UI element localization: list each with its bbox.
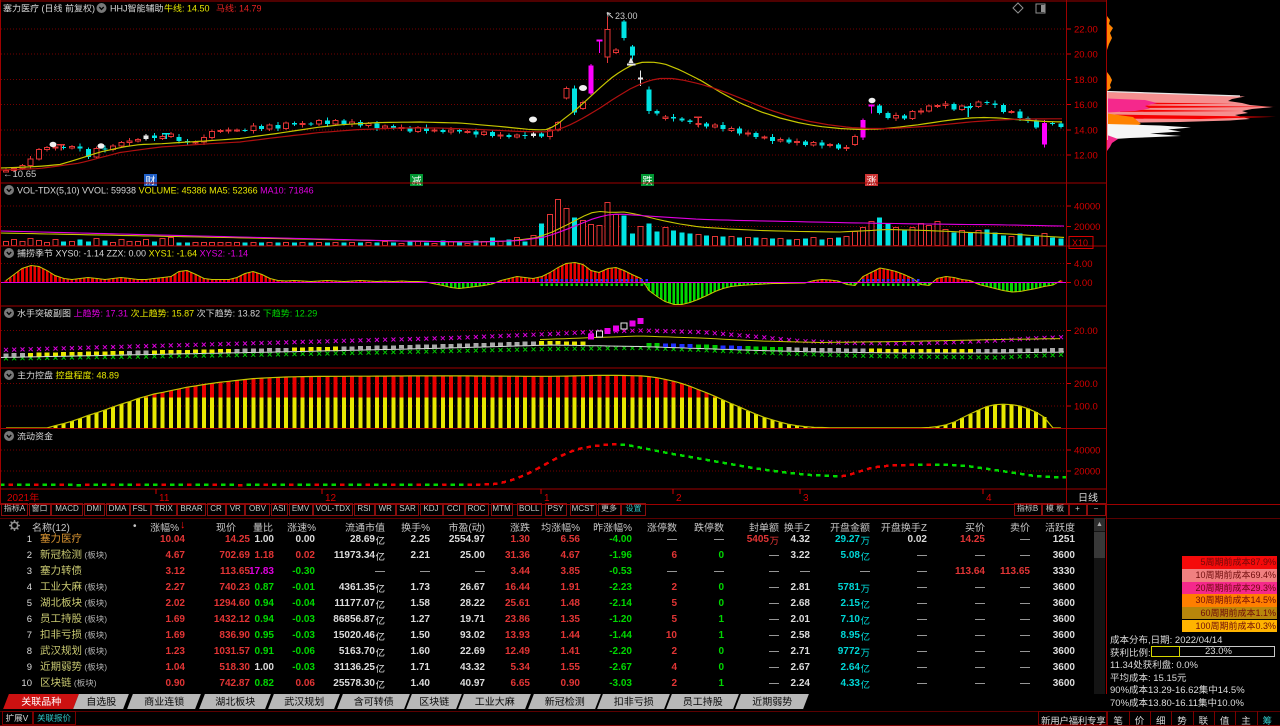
svg-text:←10.65: ←10.65 <box>3 169 36 180</box>
svg-text:12.00: 12.00 <box>1074 151 1098 162</box>
svg-text:财: 财 <box>146 172 156 187</box>
svg-text:X10: X10 <box>1072 238 1088 248</box>
svg-text:4: 4 <box>986 493 992 504</box>
svg-text:流动资金: 流动资金 <box>17 430 53 443</box>
svg-text:18.00: 18.00 <box>1074 75 1098 86</box>
svg-text:0.00: 0.00 <box>1074 278 1093 289</box>
svg-text:2: 2 <box>676 493 682 504</box>
svg-text:HHJ智能辅助: HHJ智能辅助 <box>110 2 164 15</box>
svg-text:牛线: 14.50: 牛线: 14.50 <box>164 2 210 15</box>
svg-text:20.00: 20.00 <box>1074 50 1098 61</box>
svg-text:20000: 20000 <box>1074 467 1100 478</box>
svg-text:跌: 跌 <box>643 172 653 187</box>
svg-text:1: 1 <box>544 493 550 504</box>
svg-text:14.00: 14.00 <box>1074 126 1098 137</box>
svg-text:减: 减 <box>412 172 422 187</box>
svg-text:日线: 日线 <box>1078 489 1098 504</box>
svg-text:马线: 14.79: 马线: 14.79 <box>216 2 262 15</box>
svg-text:4.00: 4.00 <box>1074 259 1093 270</box>
svg-text:23.00: 23.00 <box>615 11 638 21</box>
svg-text:水手突破副图 上趋势: 17.31 次上趋势: 15.87: 水手突破副图 上趋势: 17.31 次上趋势: 15.87 次下趋势: 13.8… <box>17 307 317 320</box>
svg-text:2021年: 2021年 <box>7 489 39 504</box>
svg-text:VOL-TDX(5,10) VVOL: 59938 VOLU: VOL-TDX(5,10) VVOL: 59938 VOLUME: 45386 … <box>17 186 314 196</box>
svg-text:20.00: 20.00 <box>1074 326 1098 337</box>
svg-text:主力控盘 控盘程度: 48.89: 主力控盘 控盘程度: 48.89 <box>17 369 119 382</box>
svg-text:捕捞季节 XYS0: -1.14 ZZX: 0.00 XYS: 捕捞季节 XYS0: -1.14 ZZX: 0.00 XYS1: -1.64 X… <box>17 247 248 260</box>
svg-text:涨: 涨 <box>867 172 877 187</box>
svg-text:20000: 20000 <box>1074 222 1100 233</box>
svg-text:16.00: 16.00 <box>1074 100 1098 111</box>
svg-text:11: 11 <box>159 493 170 504</box>
svg-text:40000: 40000 <box>1074 201 1100 212</box>
svg-text:12: 12 <box>325 493 337 504</box>
svg-text:100.0: 100.0 <box>1074 401 1098 412</box>
svg-text:200.0: 200.0 <box>1074 379 1098 390</box>
svg-text:3: 3 <box>803 493 809 504</box>
svg-text:40000: 40000 <box>1074 445 1100 456</box>
svg-text:塞力医疗 (日线 前复权): 塞力医疗 (日线 前复权) <box>3 2 95 15</box>
svg-text:22.00: 22.00 <box>1074 25 1098 36</box>
